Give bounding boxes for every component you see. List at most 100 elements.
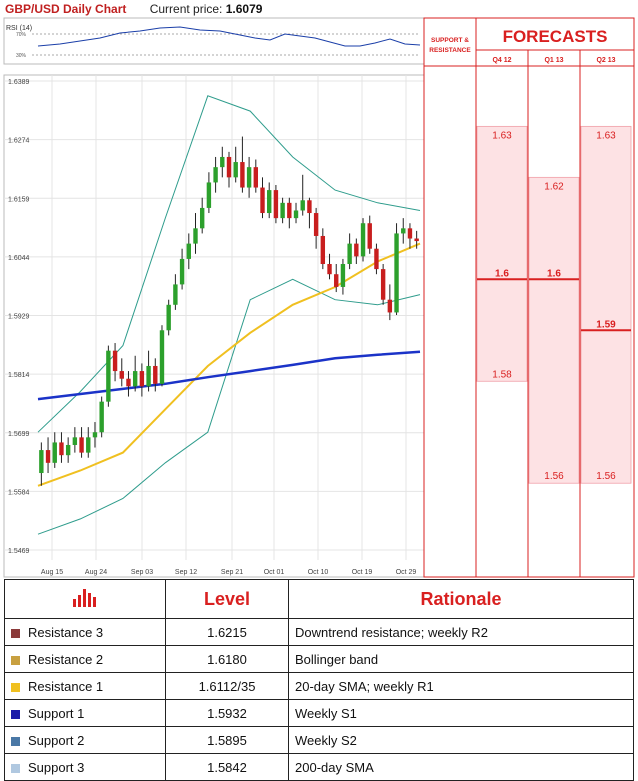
- candle: [146, 350, 151, 392]
- candle-body: [233, 162, 238, 178]
- y-tick-label: 1.5814: [8, 372, 30, 379]
- candle: [387, 284, 393, 321]
- candle: [320, 228, 326, 270]
- candle: [59, 432, 64, 463]
- table-row: Support 3 1.5842 200-day SMA: [4, 753, 634, 781]
- candle-body: [119, 371, 124, 379]
- candle-body: [407, 228, 413, 239]
- candle: [347, 233, 352, 270]
- candle: [360, 218, 366, 262]
- forecasts-title: FORECASTS: [503, 27, 608, 46]
- candle: [240, 136, 245, 193]
- candle-body: [387, 299, 393, 313]
- candle: [226, 151, 232, 188]
- candle-body: [401, 228, 406, 234]
- candle-body: [186, 243, 191, 259]
- table-row: Support 1 1.5932 Weekly S1: [4, 699, 634, 727]
- table-row: Resistance 2 1.6180 Bollinger band: [4, 645, 634, 673]
- row-rationale: 20-day SMA; weekly R1: [288, 672, 634, 700]
- forecast-mid-label: 1.6: [547, 268, 561, 279]
- candle: [199, 197, 205, 234]
- candle-body: [280, 202, 285, 219]
- candle-body: [374, 248, 379, 270]
- candle: [414, 230, 419, 249]
- candle: [220, 146, 225, 178]
- candle-body: [112, 350, 118, 372]
- color-swatch: [11, 709, 20, 719]
- candle: [394, 223, 399, 315]
- candle: [92, 422, 98, 448]
- candle-body: [45, 450, 51, 463]
- candle: [307, 197, 312, 229]
- candle-body: [367, 223, 372, 249]
- rsi-label: RSI (14): [6, 25, 32, 32]
- candle-body: [414, 238, 419, 242]
- candle: [139, 363, 145, 397]
- candle-body: [39, 450, 44, 474]
- bollinger-lower-line: [37, 278, 421, 535]
- color-swatch: [11, 682, 20, 692]
- support-header-line1: SUPPORT &: [431, 37, 469, 44]
- rsi-line: [37, 26, 421, 47]
- candle-body: [313, 213, 319, 236]
- x-tick-label: Oct 19: [352, 569, 373, 576]
- chart-svg: RSI (14) 70% 30% 1.6389 1.6274 1.6159 1.604…: [3, 17, 635, 578]
- y-tick-label: 1.5929: [8, 314, 30, 321]
- forecast-low-label: 1.56: [544, 471, 564, 482]
- candle: [267, 182, 272, 219]
- forecast-mid-label: 1.6: [495, 268, 509, 279]
- candle: [132, 355, 138, 392]
- forecast-col-q1: Q1 13: [544, 57, 563, 64]
- candle-body: [394, 233, 399, 313]
- candle: [119, 358, 124, 387]
- x-tick-label: Oct 01: [264, 569, 285, 576]
- level-header: Level: [165, 579, 289, 619]
- candle-body: [380, 269, 386, 300]
- row-rationale: Downtrend resistance; weekly R2: [288, 618, 634, 646]
- support-header-line2: RESISTANCE: [429, 47, 471, 54]
- y-tick-label: 1.5699: [8, 431, 30, 438]
- row-name: Support 3: [28, 759, 85, 775]
- candle: [313, 207, 319, 249]
- x-tick-label: Aug 15: [41, 569, 63, 576]
- rsi-level-30: 30%: [16, 53, 27, 59]
- row-rationale: Bollinger band: [288, 645, 634, 673]
- grid: [4, 75, 424, 560]
- candle: [99, 396, 104, 438]
- candle-body: [267, 190, 272, 214]
- candle-body: [146, 365, 151, 387]
- candle-body: [206, 182, 212, 208]
- color-swatch: [11, 655, 20, 665]
- candle-body: [72, 437, 78, 445]
- table-header: Level Rationale: [4, 579, 634, 619]
- candle: [86, 427, 91, 458]
- candle-body: [126, 378, 131, 387]
- candle-body: [139, 371, 145, 387]
- forecast-high-label: 1.63: [596, 130, 616, 141]
- candle-body: [240, 162, 245, 188]
- candle-body: [226, 156, 232, 178]
- candle-body: [334, 274, 339, 287]
- candle: [260, 177, 265, 219]
- candle: [206, 172, 212, 214]
- table-row: Resistance 1 1.6112/35 20-day SMA; weekl…: [4, 672, 634, 700]
- row-rationale: Weekly S2: [288, 726, 634, 754]
- forecast-col-q4: Q4 12: [492, 57, 511, 64]
- forecast-low-label: 1.58: [492, 369, 512, 380]
- price-panel: 1.6389 1.6274 1.6159 1.6044 1.5929 1.5814 1.56…: [3, 74, 476, 578]
- forecast-panel: SUPPORT & RESISTANCE FORECASTS Q4 12 Q1 …: [423, 17, 635, 578]
- candle: [246, 156, 252, 198]
- price-value: 1.6079: [225, 2, 263, 16]
- row-name: Support 2: [28, 732, 85, 748]
- forecast-range: [580, 125, 632, 484]
- candle-body: [300, 200, 305, 211]
- candle: [253, 159, 259, 193]
- candle-body: [220, 156, 225, 168]
- forecast-high-label: 1.62: [544, 181, 564, 192]
- row-name: Support 1: [28, 705, 85, 721]
- rationale-header: Rationale: [288, 579, 634, 619]
- x-tick-label: Aug 24: [85, 569, 107, 576]
- candle-body: [52, 442, 57, 463]
- candle: [126, 371, 131, 397]
